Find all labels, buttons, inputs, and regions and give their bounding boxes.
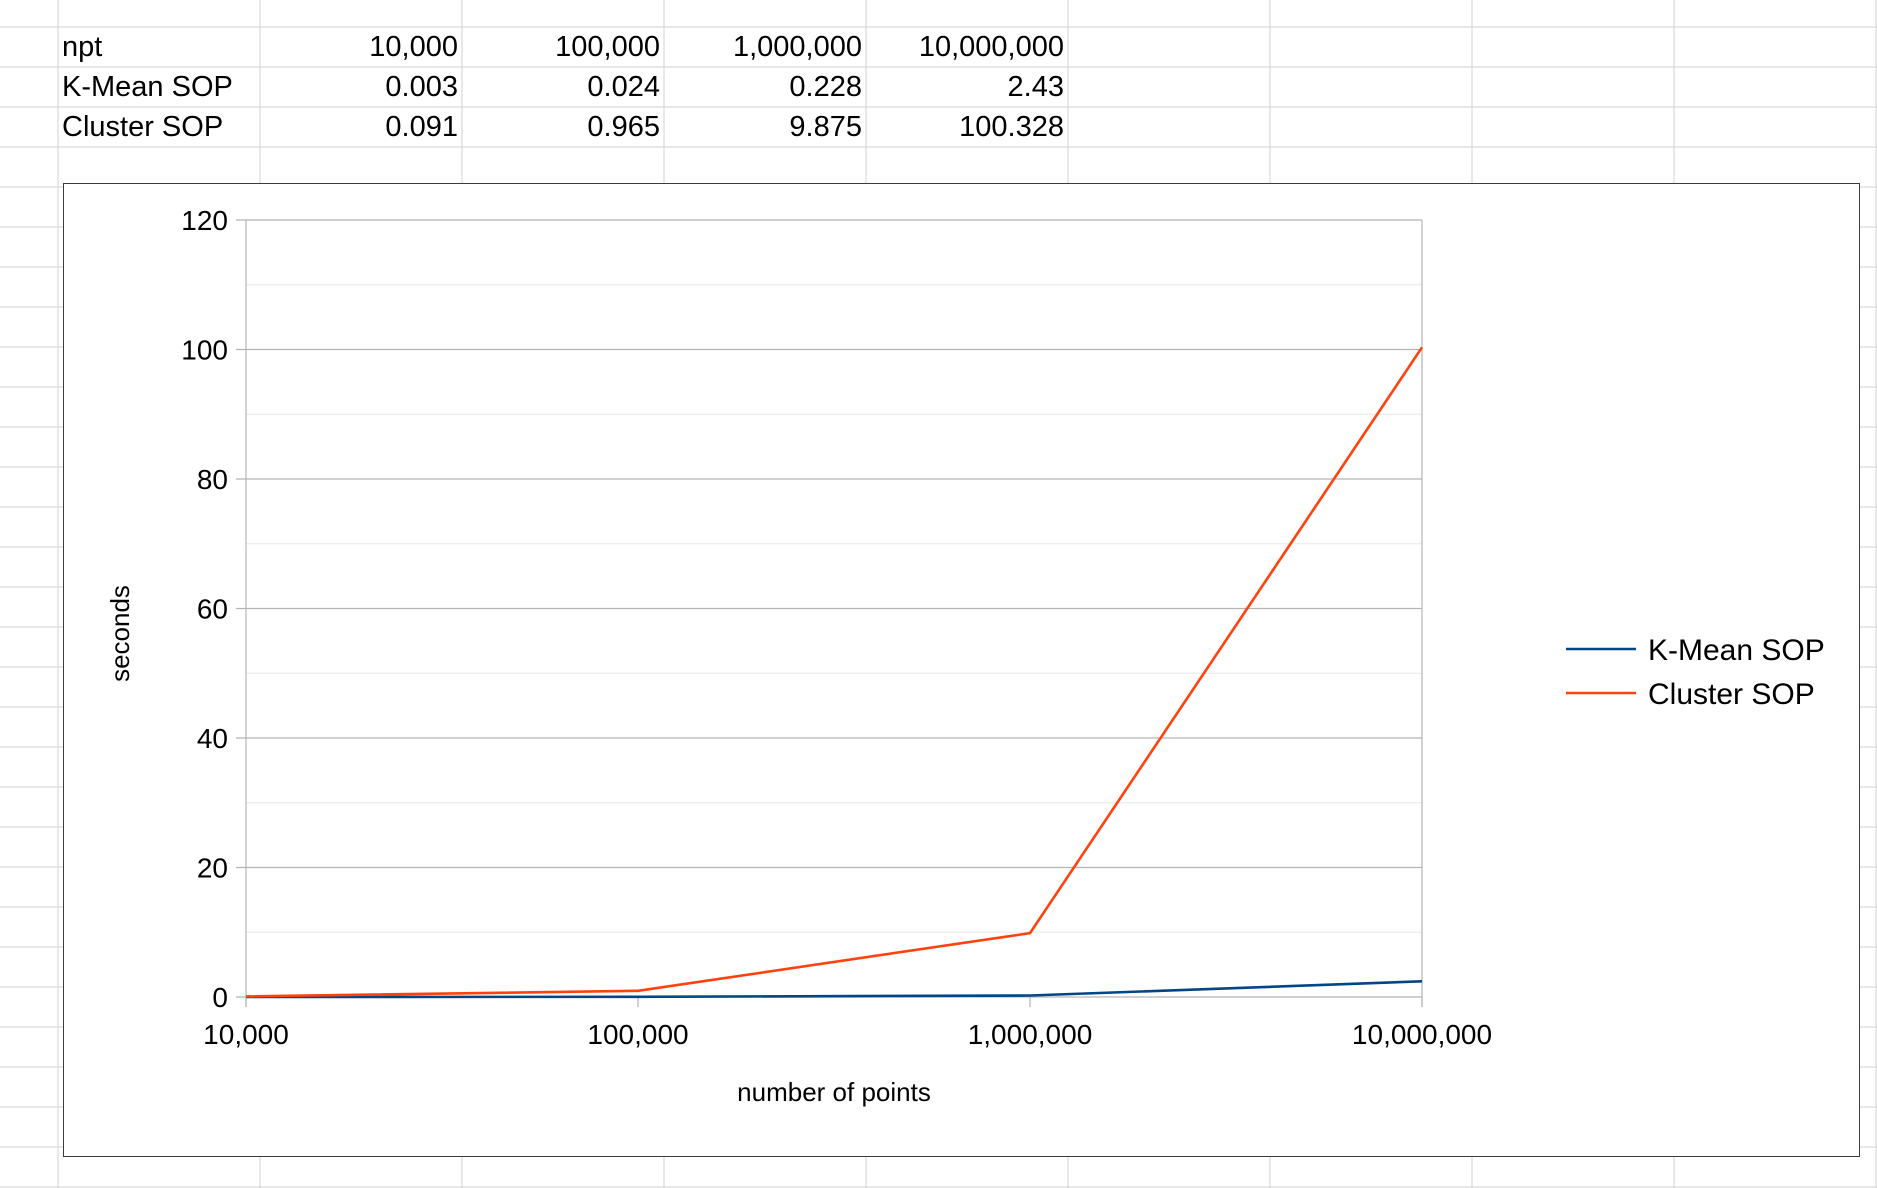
row-label-npt[interactable]: npt: [62, 31, 103, 63]
cell-kmean-4[interactable]: 2.43: [1007, 71, 1064, 103]
cell-npt-4[interactable]: 10,000,000: [918, 31, 1064, 63]
x-tick-label: 10,000: [203, 1019, 289, 1050]
chart-container[interactable]: 0 20 40 60 80 100 120 10,000 100,000 1,000,000 10,…: [63, 183, 1860, 1157]
line-chart: 0 20 40 60 80 100 120 10,000 100,000 1,000,000 10,…: [105, 205, 1825, 1107]
cell-kmean-1[interactable]: 0.003: [385, 71, 458, 103]
cell-kmean-3[interactable]: 0.228: [789, 71, 862, 103]
x-axis-title: number of points: [737, 1077, 931, 1107]
y-tick-label: 0: [212, 982, 228, 1013]
series-line-cluster-sop: [245, 346, 1424, 998]
cell-npt-1[interactable]: 10,000: [369, 31, 458, 63]
row-label-cluster[interactable]: Cluster SOP: [62, 111, 224, 143]
cell-cluster-1[interactable]: 0.091: [385, 111, 458, 143]
cell-npt-2[interactable]: 100,000: [555, 31, 660, 63]
legend-label: K-Mean SOP: [1648, 634, 1825, 667]
series-line-kmean-sop: [245, 980, 1423, 999]
cell-cluster-4[interactable]: 100.328: [959, 111, 1064, 143]
y-tick-label: 120: [181, 205, 228, 236]
x-tick-label: 100,000: [587, 1019, 688, 1050]
y-tick-label: 100: [181, 335, 228, 366]
x-tick-label: 1,000,000: [968, 1019, 1093, 1050]
y-tick-label: 40: [197, 723, 228, 754]
legend-label: Cluster SOP: [1648, 678, 1815, 711]
y-axis-title: seconds: [105, 585, 135, 682]
cell-npt-3[interactable]: 1,000,000: [732, 31, 862, 63]
row-label-kmean[interactable]: K-Mean SOP: [62, 71, 233, 103]
x-tick-label: 10,000,000: [1352, 1019, 1492, 1050]
cell-cluster-3[interactable]: 9.875: [789, 111, 862, 143]
y-tick-label: 60: [197, 594, 228, 625]
cell-kmean-2[interactable]: 0.024: [587, 71, 660, 103]
y-tick-label: 20: [197, 853, 228, 884]
cell-cluster-2[interactable]: 0.965: [587, 111, 660, 143]
y-tick-label: 80: [197, 464, 228, 495]
